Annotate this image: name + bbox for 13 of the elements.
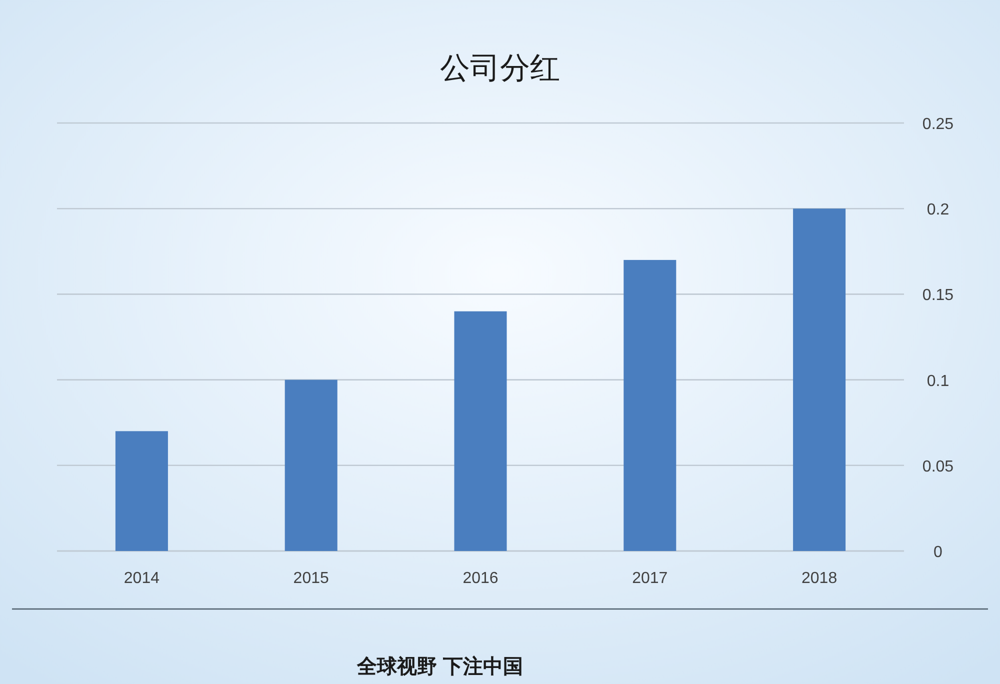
y-tick-label: 0.05 [922,458,954,476]
chart-title: 公司分红 [440,52,560,85]
x-tick-label: 2015 [293,570,329,587]
x-tick-label: 2017 [632,570,668,587]
y-tick-label: 0 [934,544,943,561]
x-tick-label: 2016 [462,570,498,587]
y-tick-label: 0.1 [926,372,950,390]
x-tick-label: 2014 [124,570,160,587]
x-tick-label: 2018 [802,570,838,587]
y-tick-label: 0.2 [926,202,950,219]
y-tick-label: 0.15 [922,287,954,304]
text: 全球视野 下注中国 [356,655,523,678]
y-tick-label: 0.25 [922,116,954,133]
